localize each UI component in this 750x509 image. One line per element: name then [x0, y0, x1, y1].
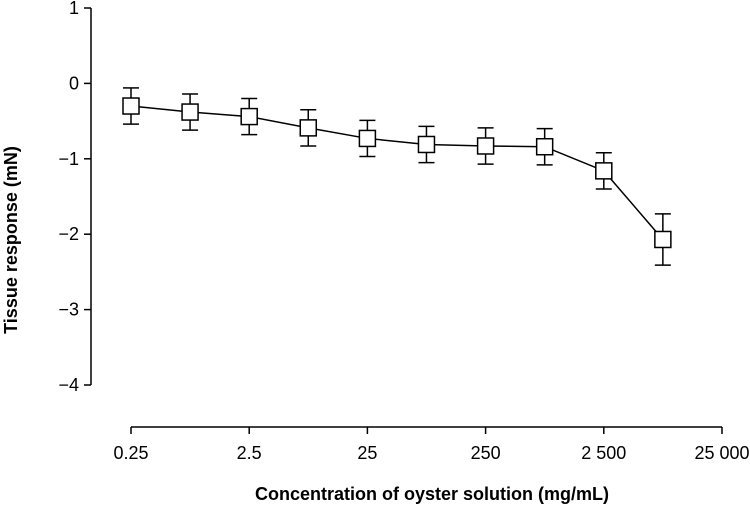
x-tick-label: 25 000 [694, 443, 749, 463]
x-axis: 0.25 2.5 25 250 2 500 25 000 [113, 426, 750, 463]
x-tick-label: 25 [357, 443, 377, 463]
x-tick-label: 2.5 [237, 443, 262, 463]
data-point [654, 230, 672, 249]
series [122, 87, 672, 266]
data-point [299, 119, 318, 137]
data-point [595, 162, 613, 180]
data-point [122, 97, 140, 115]
y-tick-label: 0 [69, 73, 79, 93]
x-tick-label: 0.25 [113, 443, 148, 463]
data-point [535, 137, 554, 156]
y-tick-label: −2 [58, 224, 79, 244]
data-point [358, 129, 377, 148]
series-line [130, 105, 664, 240]
data-point [476, 137, 495, 155]
data-point [181, 103, 199, 121]
y-tick-label: −3 [58, 300, 79, 320]
y-tick-label: 1 [69, 0, 79, 18]
x-axis-title: Concentration of oyster solution (mg/mL) [255, 484, 609, 504]
y-tick-label: −4 [58, 375, 79, 395]
y-tick-label: −1 [58, 149, 79, 169]
data-point [240, 107, 258, 126]
x-tick-label: 2 500 [581, 443, 626, 463]
y-axis: 1 0 −1 −2 −3 −4 [58, 0, 92, 395]
data-point [417, 135, 436, 154]
x-tick-label: 250 [471, 443, 501, 463]
y-axis-title: Tissue response (mN) [1, 146, 21, 334]
